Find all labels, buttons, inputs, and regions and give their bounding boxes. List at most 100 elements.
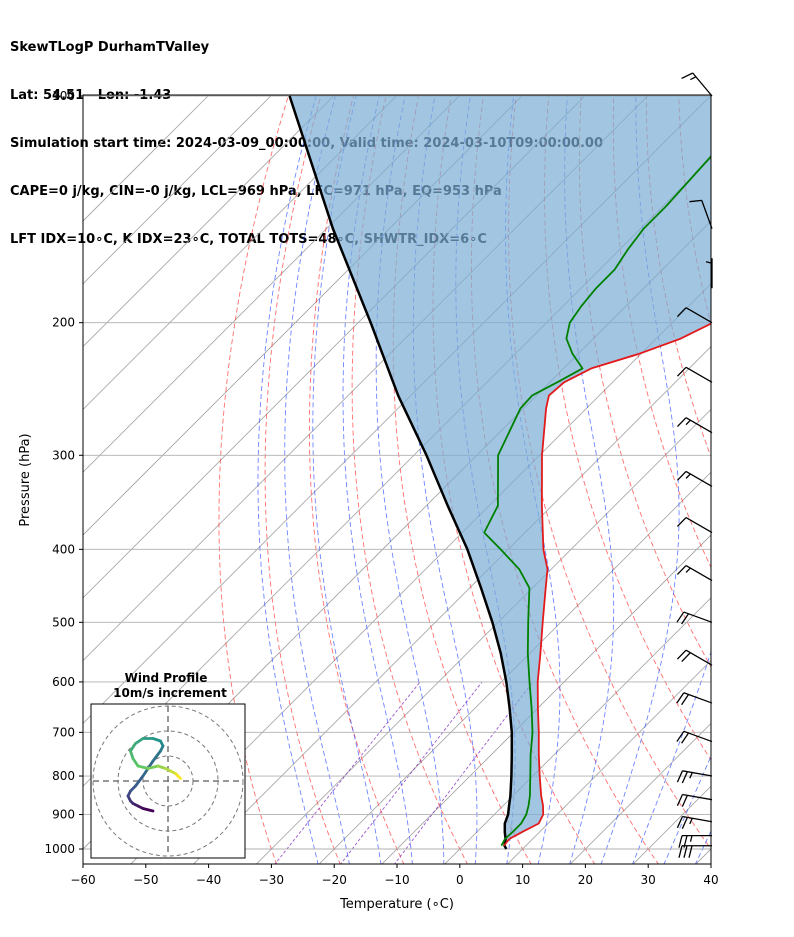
wind-barb-flag — [676, 794, 684, 807]
moist-adiabat-line — [600, 95, 680, 864]
mixing-ratio-lines — [274, 681, 534, 864]
x-axis-ticks: −60 −50 −40 −30 −20 −10 0 10 20 30 40 — [70, 864, 719, 887]
wind-barb-half-flag — [685, 419, 691, 426]
wind-barb-staff — [683, 611, 713, 623]
y-tick-label: 600 — [52, 675, 75, 689]
dry-adiabat-line — [645, 95, 711, 459]
isotherm-line — [83, 95, 334, 348]
y-tick-label: 800 — [52, 769, 75, 783]
x-tick-label: −20 — [322, 873, 347, 887]
x-tick-label: 10 — [515, 873, 530, 887]
wind-barb-flag — [676, 692, 685, 704]
wind-barb-flag — [681, 817, 688, 829]
y-tick-label: 500 — [52, 615, 75, 629]
mixing-ratio-line — [394, 681, 534, 864]
moist-adiabat-line — [632, 650, 711, 864]
dry-adiabat-line — [578, 95, 711, 668]
y-tick-label: 900 — [52, 808, 75, 822]
dry-adiabat-line — [264, 95, 341, 864]
cin-shaded-area — [289, 96, 711, 846]
wind-barb-flag — [676, 517, 687, 527]
isotherm-line — [83, 95, 272, 285]
wind-barb-half-flag — [690, 76, 697, 81]
dry-adiabat-line — [544, 95, 711, 761]
y-tick-label: 200 — [52, 316, 75, 330]
wind-barb — [676, 611, 713, 625]
hodograph-trace-segment — [129, 742, 137, 753]
x-tick-label: −10 — [384, 873, 409, 887]
wind-barb-flag — [681, 771, 688, 784]
isotherm-line — [507, 660, 711, 864]
dry-adiabat-line — [744, 96, 794, 865]
temperature-profile-line — [503, 322, 711, 847]
wind-barb-staff — [701, 200, 713, 229]
x-tick-label: −60 — [70, 873, 95, 887]
dry-adiabat-line — [776, 96, 794, 865]
hodograph-trace-segment — [134, 774, 145, 788]
dewpoint-profile-line — [483, 155, 711, 847]
moist-adiabat-line — [284, 95, 350, 864]
hodograph-subtitle: 10m/s increment — [113, 686, 227, 700]
x-axis-label: Temperature (∘C) — [339, 897, 454, 912]
isotherm-line — [444, 597, 711, 864]
y-tick-label: 700 — [52, 725, 75, 739]
x-tick-label: −40 — [196, 873, 221, 887]
wind-barb-flag — [681, 652, 691, 663]
wind-barb-flag — [689, 199, 702, 203]
hodograph-trace-segment — [146, 764, 160, 770]
wind-barb-half-flag — [689, 817, 693, 825]
wind-barb — [676, 793, 713, 807]
x-tick-label: 40 — [703, 873, 718, 887]
x-tick-label: 0 — [456, 873, 464, 887]
wind-barb-flag — [676, 417, 687, 428]
moist-adiabats — [257, 95, 711, 864]
x-tick-label: 30 — [641, 873, 656, 887]
wind-barb — [676, 649, 713, 666]
mixing-ratio-line — [340, 681, 483, 864]
isotherm-line — [193, 346, 711, 864]
isotherm-line — [255, 408, 711, 864]
wind-barb-staff — [685, 307, 713, 324]
isotherm-line — [83, 95, 397, 410]
wind-barb-half-flag — [705, 261, 713, 264]
wind-barb-flag — [676, 611, 685, 623]
wind-barb — [676, 417, 713, 434]
moist-adiabat-line — [663, 754, 711, 864]
wind-barb-flag — [676, 816, 684, 829]
x-tick-label: −50 — [133, 873, 158, 887]
wind-barb-flag — [681, 795, 688, 807]
wind-barb — [676, 564, 713, 582]
wind-barb-flag — [683, 845, 688, 858]
wind-barb-flag — [676, 730, 685, 742]
cape-cin-shading — [289, 96, 711, 846]
moist-adiabat-line — [564, 95, 615, 864]
hodograph-trace-segment — [141, 807, 155, 813]
wind-barb — [676, 770, 713, 784]
x-tick-label: 20 — [578, 873, 593, 887]
wind-barb — [705, 258, 713, 289]
wind-barb — [676, 730, 713, 744]
wind-barb-half-flag — [685, 473, 691, 479]
wind-barb-staff — [682, 815, 713, 823]
wind-barb — [676, 815, 713, 829]
hodograph-trace-segment — [134, 737, 145, 745]
moist-adiabat-line — [342, 95, 413, 864]
dry-adiabat-line — [218, 95, 289, 864]
wind-barb — [676, 470, 713, 488]
mixing-ratio-line — [274, 681, 421, 864]
y-tick-label: 300 — [52, 448, 75, 462]
moist-adiabat-line — [375, 95, 445, 864]
wind-barb-flag — [676, 770, 684, 783]
wind-barb-flag — [681, 732, 690, 744]
wind-barb-flag — [676, 307, 687, 318]
moist-adiabat-line — [312, 95, 382, 864]
wind-barb-flag — [678, 845, 683, 858]
sounding-profiles — [288, 95, 711, 850]
wind-barb-flag — [681, 72, 694, 80]
wind-barb — [676, 692, 713, 706]
hodograph-title: Wind Profile — [125, 671, 208, 685]
wind-barb-staff — [685, 366, 713, 383]
hodograph-trace-segment — [131, 757, 140, 768]
wind-barb — [676, 366, 713, 383]
